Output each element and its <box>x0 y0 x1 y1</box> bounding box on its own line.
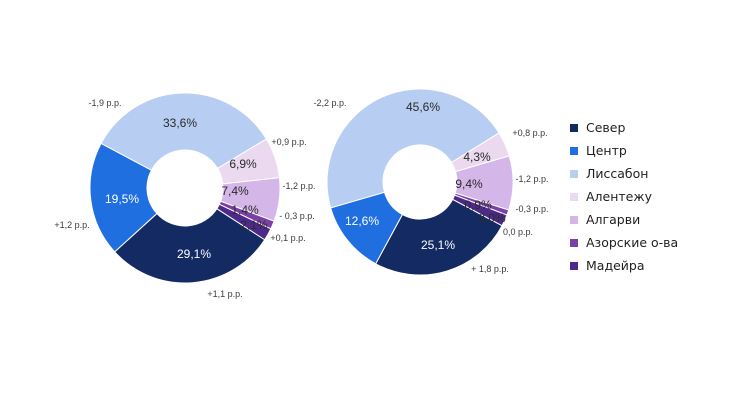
slice-3 <box>100 92 268 171</box>
change-label: -0,3 p.p. <box>515 204 548 214</box>
slice-2 <box>89 142 158 253</box>
legend: Север Центр Лиссабон Алентежу Алгарви Аз… <box>570 120 678 273</box>
slice-value-label: 33,6% <box>163 116 197 130</box>
legend-swatch <box>570 123 578 132</box>
legend-label: Азорские о-ва <box>586 235 679 250</box>
legend-swatch <box>570 238 578 247</box>
slice-value-label: 2,0% <box>478 211 506 225</box>
change-label: -1,9 p.p. <box>88 98 121 108</box>
slice-value-label: 9,4% <box>455 177 483 191</box>
legend-item-madeira: Мадейра <box>570 258 678 273</box>
legend-swatch <box>570 215 578 224</box>
slice-value-label: 12,6% <box>345 214 379 228</box>
legend-label: Север <box>586 120 626 135</box>
legend-swatch <box>570 146 578 155</box>
slice-1 <box>113 208 266 284</box>
slice-value-label: 45,6% <box>406 100 440 114</box>
change-label: +0,9 p.p. <box>271 137 306 147</box>
legend-label: Лиссабон <box>586 166 649 181</box>
slice-7 <box>451 194 508 227</box>
change-label: + 1,8 p.p. <box>471 264 509 274</box>
slice-value-label: 0,9% <box>464 198 492 212</box>
change-label: +1,1 p.p. <box>207 289 242 299</box>
legend-label: Центр <box>586 143 627 158</box>
slice-value-label: 29,1% <box>177 247 211 261</box>
change-label: +0,8 p.p. <box>512 128 547 138</box>
legend-swatch <box>570 192 578 201</box>
legend-item-algarve: Алгарви <box>570 212 678 227</box>
slice-7 <box>216 203 272 241</box>
slice-value-label: 6,9% <box>229 157 257 171</box>
change-label: +0,1 p.p. <box>270 233 305 243</box>
change-label: -1,2 p.p. <box>282 181 315 191</box>
legend-item-lisbon: Лиссабон <box>570 166 678 181</box>
slice-3 <box>326 88 500 209</box>
change-label: -2,2 p.p. <box>313 98 346 108</box>
slice-value-label: 19,5% <box>105 192 139 206</box>
legend-item-centr: Центр <box>570 143 678 158</box>
change-label: 0,0 p.p. <box>503 227 533 237</box>
change-label: +1,2 p.p. <box>54 220 89 230</box>
legend-label: Мадейра <box>586 258 645 273</box>
legend-swatch <box>570 261 578 270</box>
slice-value-label: 1,4% <box>231 203 259 217</box>
legend-item-alentejo: Алентежу <box>570 189 678 204</box>
legend-item-azores: Азорские о-ва <box>570 235 678 250</box>
slice-1 <box>375 198 503 276</box>
legend-label: Алентежу <box>586 189 653 204</box>
legend-swatch <box>570 169 578 178</box>
change-label: - 0,3 p.p. <box>279 211 315 221</box>
slice-value-label: 25,1% <box>421 238 455 252</box>
donut-chart-2: 25,1% 12,6% 45,6% 4,3% 9,4% 0,9%2,0% + 1,8 p.p… <box>313 88 549 276</box>
legend-item-sever: Север <box>570 120 678 135</box>
donut-chart-1: 29,1% 19,5% 33,6% 6,9% 7,4% 1,4%2,1% +1,1 p.p.… <box>54 92 316 299</box>
slice-value-label: 7,4% <box>221 184 249 198</box>
slice-value-label: 2,1% <box>240 218 268 232</box>
slice-value-label: 4,3% <box>463 150 491 164</box>
legend-label: Алгарви <box>586 212 641 227</box>
change-label: -1,2 p.p. <box>515 174 548 184</box>
